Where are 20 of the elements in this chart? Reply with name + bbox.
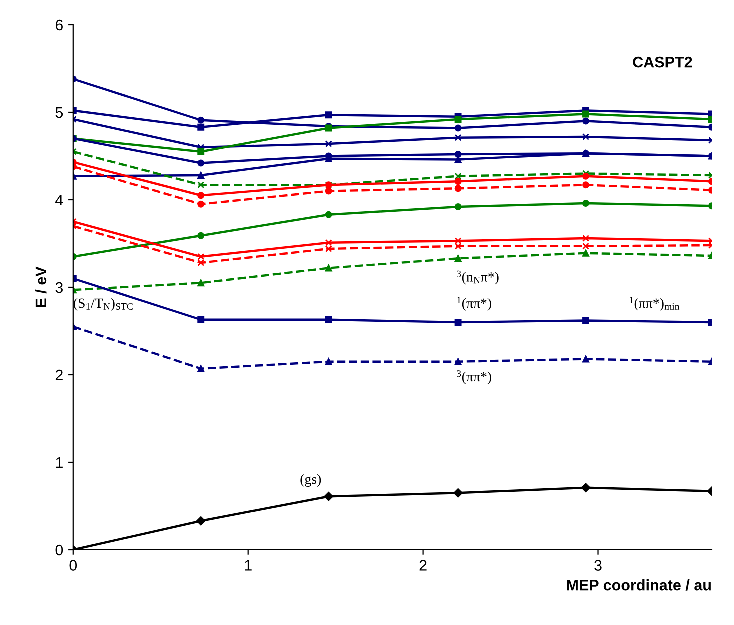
y-tick-label: 3 [56,282,64,294]
x-tick-label: 1 [245,560,252,571]
annotation: (gs) [300,474,322,487]
annotation: (S$_{1}$/T$_{N}$)$_{STC}$ [74,298,133,311]
y-tick-label: 6 [56,20,64,31]
y-tick-label: 2 [56,370,63,381]
annotation: $^{1}$(ππ*)$_{min}$ [630,297,680,311]
x-axis-title: MEP coordinate / au [567,580,711,591]
y-tick-label: 1 [56,458,63,468]
y-tick-label: 4 [56,195,64,206]
y-tick-label: 5 [56,108,64,118]
y-axis-title: E / eV [35,266,47,308]
annotation: $^{3}$(n$_{N}$π*) [457,270,499,285]
y-tick-label: 0 [56,544,64,556]
annotation: $^{3}$(ππ*) [457,370,492,384]
annotation: $^{1}$(ππ*) [458,297,492,311]
annotation: CASPT2 [633,56,692,68]
x-tick-label: 0 [70,560,78,571]
x-tick-label: 2 [420,560,427,571]
x-tick-label: 3 [594,560,602,571]
